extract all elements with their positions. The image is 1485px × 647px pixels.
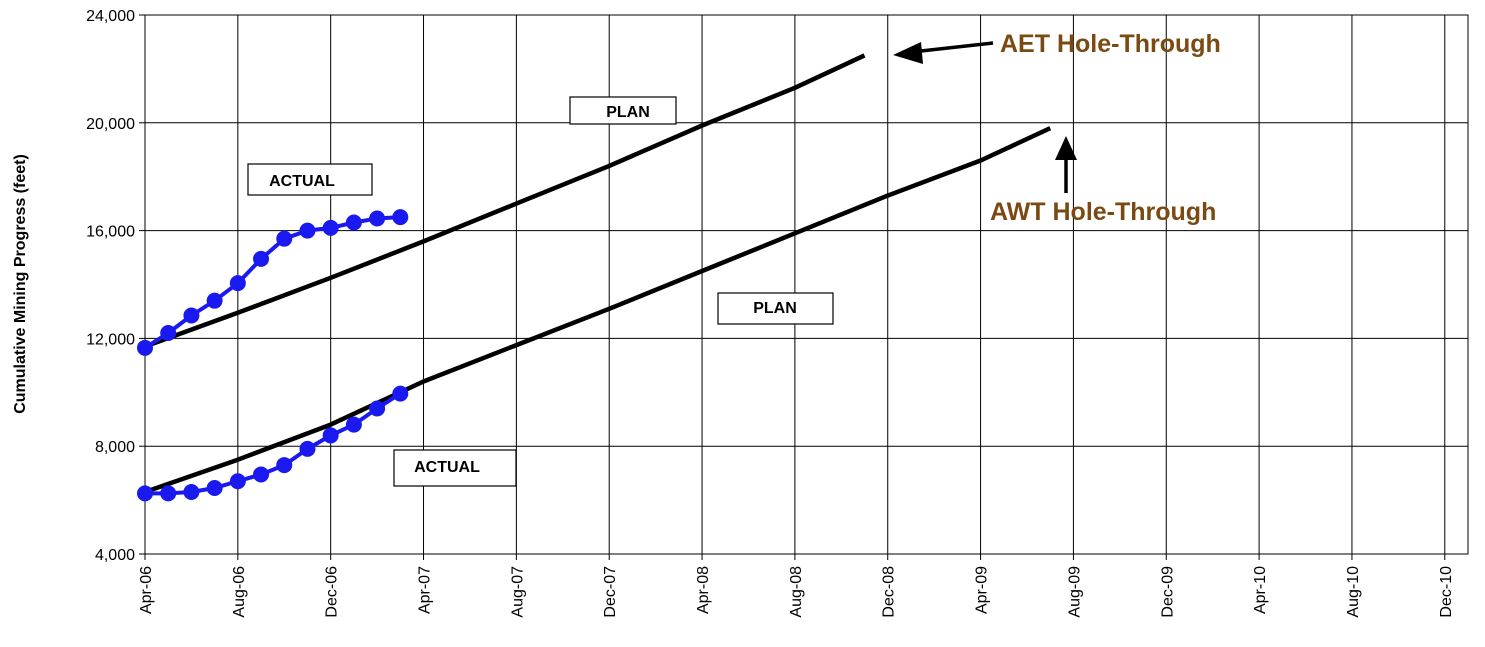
gridlines <box>145 15 1468 554</box>
x-tick-label: Dec-09 <box>1159 566 1176 618</box>
x-tick-label: Dec-10 <box>1438 566 1455 618</box>
awt-callout: AWT Hole-Through <box>990 136 1216 226</box>
actual-data-point <box>183 484 200 501</box>
x-tick-label: Apr-08 <box>695 566 712 614</box>
aet-callout: AET Hole-Through <box>893 30 1221 64</box>
svg-text:ACTUAL: ACTUAL <box>269 173 335 190</box>
x-tick-label: Apr-07 <box>417 566 434 614</box>
x-tick-label: Aug-08 <box>788 566 805 618</box>
aet-arrow-line <box>911 41 994 54</box>
actual-data-point <box>229 473 246 490</box>
actual-data-point <box>369 400 386 417</box>
actual-data-point <box>345 416 362 433</box>
x-axis-ticks: Apr-06 Aug-06 Dec-06 Apr-07 Aug-07 Dec-07 Apr-… <box>138 554 1455 618</box>
actual-data-point <box>160 325 177 342</box>
aet-callout-text: AET Hole-Through <box>1000 30 1221 58</box>
series-layer <box>137 53 1052 502</box>
actual-label-upper: ACTUAL <box>247 163 373 196</box>
svg-text:PLAN: PLAN <box>606 104 650 121</box>
x-tick-label: Aug-06 <box>231 566 248 618</box>
y-tick-label: 16,000 <box>86 224 135 241</box>
y-tick-label: 24,000 <box>86 8 135 25</box>
actual-data-point <box>322 219 339 236</box>
actual-data-point <box>345 214 362 231</box>
actual-data-point <box>253 466 270 483</box>
plan-series-line <box>144 53 866 349</box>
x-tick-label: Aug-07 <box>509 566 526 618</box>
x-tick-label: Dec-08 <box>881 566 898 618</box>
actual-data-point <box>276 230 293 247</box>
y-tick-label: 12,000 <box>86 331 135 348</box>
actual-data-point <box>299 440 316 457</box>
actual-data-point <box>299 222 316 239</box>
plan-label-upper: PLAN <box>569 96 677 125</box>
svg-text:PLAN: PLAN <box>753 300 797 317</box>
actual-data-point <box>392 209 409 226</box>
actual-data-point <box>229 275 246 292</box>
actual-data-point <box>369 210 386 227</box>
plot-area <box>144 14 1469 555</box>
actual-data-point <box>276 457 293 474</box>
x-tick-label: Dec-06 <box>324 566 341 618</box>
actual-data-point <box>160 485 177 502</box>
actual-data-point <box>137 339 153 356</box>
x-tick-label: Apr-10 <box>1252 566 1269 614</box>
awt-callout-text: AWT Hole-Through <box>990 198 1216 226</box>
actual-data-point <box>392 385 409 402</box>
svg-text:ACTUAL: ACTUAL <box>414 459 480 476</box>
plan-series-line <box>144 126 1052 495</box>
actual-data-point <box>137 485 153 502</box>
x-tick-label: Apr-09 <box>974 566 991 614</box>
actual-data-point <box>253 250 270 267</box>
aet-arrow-head <box>893 42 923 64</box>
y-tick-label: 20,000 <box>86 116 135 133</box>
actual-label-lower: ACTUAL <box>393 449 517 487</box>
actual-data-point <box>322 427 339 444</box>
y-axis-ticks: 4,000 8,000 12,000 16,000 20,000 24,000 <box>86 8 145 564</box>
x-tick-label: Dec-07 <box>602 566 619 618</box>
actual-data-point <box>183 307 200 324</box>
x-tick-label: Aug-10 <box>1345 566 1362 618</box>
x-tick-label: Apr-06 <box>138 566 155 614</box>
actual-data-point <box>206 479 223 496</box>
y-tick-label: 4,000 <box>95 547 135 564</box>
actual-data-point <box>206 292 223 309</box>
x-tick-label: Aug-09 <box>1066 566 1083 618</box>
y-axis-label: Cumulative Mining Progress (feet) <box>12 154 29 414</box>
awt-arrow-head <box>1055 136 1077 160</box>
y-tick-label: 8,000 <box>95 439 135 456</box>
plan-label-lower: PLAN <box>717 292 834 325</box>
